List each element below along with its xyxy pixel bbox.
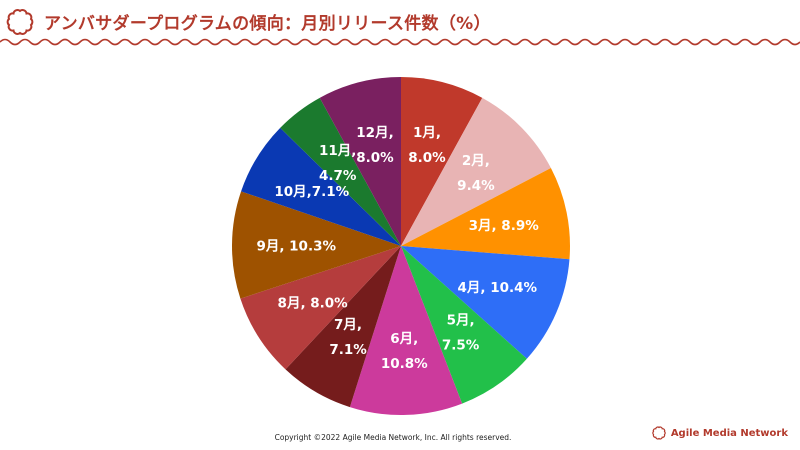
slice-label-9: 9月, 10.3% xyxy=(256,238,336,254)
pie-slice-5 xyxy=(401,246,527,404)
slice-label-4: 4月, 10.4% xyxy=(458,280,538,296)
slice-label-6: 6月, 10.8% xyxy=(381,331,428,372)
header: アンバサダープログラムの傾向：月別リリース件数（%） xyxy=(0,0,800,46)
flower-brand-icon xyxy=(652,426,666,440)
pie-slice-10 xyxy=(241,127,401,246)
pie-slice-3 xyxy=(401,168,570,260)
slice-label-12: 12月, 8.0% xyxy=(356,125,394,166)
slice-label-11: 11月, 4.7% xyxy=(319,143,357,184)
pie-slices xyxy=(231,77,570,416)
pie-slice-4 xyxy=(401,246,570,359)
slice-label-2: 2月, 9.4% xyxy=(457,153,495,194)
copyright-text: Copyright ©2022 Agile Media Network, Inc… xyxy=(274,433,512,442)
slice-label-5: 5月, 7.5% xyxy=(442,313,480,354)
pie-slice-9 xyxy=(231,191,401,299)
wavy-divider xyxy=(0,38,800,46)
slice-label-3: 3月, 8.9% xyxy=(469,218,540,234)
slice-label-7: 7月, 7.1% xyxy=(329,317,367,358)
flower-logo-icon xyxy=(6,9,34,35)
slice-label-1: 1月, 8.0% xyxy=(408,125,446,166)
page-title: アンバサダープログラムの傾向：月別リリース件数（%） xyxy=(44,14,491,34)
pie-slice-11 xyxy=(280,97,401,246)
brand-logo: Agile Media Network xyxy=(652,426,788,440)
slice-label-8: 8月, 8.0% xyxy=(278,295,349,311)
pie-slice-12 xyxy=(319,77,401,246)
pie-slice-1 xyxy=(401,77,483,246)
slice-label-10: 10月,7.1% xyxy=(274,184,349,200)
pie-slice-6 xyxy=(349,246,463,416)
pie-slice-2 xyxy=(401,97,551,246)
brand-name: Agile Media Network xyxy=(670,427,788,439)
pie-slice-8 xyxy=(240,246,401,370)
pie-slice-7 xyxy=(285,246,401,408)
pie-labels: 1月, 8.0% 2月, 9.4% 3月, 8.9% 4月, 10.4% 5月, 7.5% 6月… xyxy=(256,125,539,372)
